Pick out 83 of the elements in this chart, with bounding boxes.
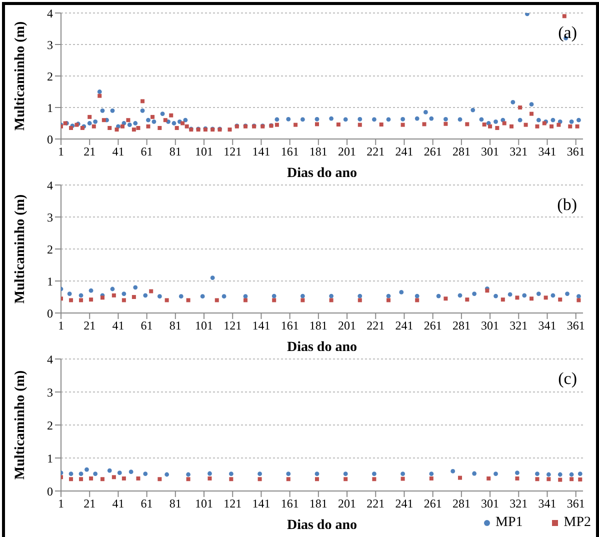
x-tick-label: 121 bbox=[224, 496, 242, 511]
legend-label: MP1 bbox=[496, 515, 523, 531]
x-tick-label: 221 bbox=[366, 144, 385, 159]
x-tick-label: 181 bbox=[309, 496, 328, 511]
x-tick-label: 201 bbox=[338, 496, 356, 511]
y-tick-label: 4 bbox=[47, 178, 53, 192]
x-tick-label: 301 bbox=[481, 318, 500, 333]
y-tick-label: 2 bbox=[47, 69, 53, 84]
y-tick-label: 1 bbox=[47, 100, 53, 115]
y-tick-label: 2 bbox=[47, 418, 53, 432]
x-tick-label: 161 bbox=[280, 144, 299, 159]
x-tick-label: 161 bbox=[280, 496, 299, 511]
annotation: (c) bbox=[558, 369, 577, 389]
x-tick-label: 241 bbox=[395, 496, 414, 511]
y-tick-label: 4 bbox=[47, 352, 53, 366]
x-tick-label: 361 bbox=[566, 496, 585, 511]
x-tick-label: 281 bbox=[452, 144, 470, 159]
legend-label: MP2 bbox=[564, 515, 591, 531]
x-tick-label: 181 bbox=[309, 144, 328, 159]
y-tick-label: 1 bbox=[47, 274, 53, 288]
x-tick-label: 141 bbox=[252, 144, 270, 159]
x-tick-label: 341 bbox=[538, 318, 556, 333]
x-tick-label: 41 bbox=[112, 496, 124, 511]
x-tick-label: 121 bbox=[224, 318, 242, 333]
x-tick-label: 101 bbox=[195, 144, 214, 159]
x-tick-label: 101 bbox=[195, 318, 214, 333]
y-tick-label: 3 bbox=[47, 385, 53, 400]
x-tick-label: 361 bbox=[566, 144, 585, 159]
x-tick-label: 1 bbox=[58, 318, 64, 333]
x-tick-label: 261 bbox=[424, 496, 442, 511]
x-tick-label: 321 bbox=[510, 144, 528, 159]
x-tick-label: 301 bbox=[481, 496, 500, 511]
x-tick-label: 1 bbox=[58, 144, 64, 159]
x-tick-label: 361 bbox=[566, 318, 585, 333]
x-tick-label: 281 bbox=[452, 318, 470, 333]
x-tick-label: 41 bbox=[112, 144, 124, 159]
x-tick-label: 1 bbox=[58, 496, 64, 511]
x-axis-title: Dias do ano bbox=[286, 518, 358, 533]
x-tick-label: 21 bbox=[84, 318, 96, 333]
x-tick-label: 161 bbox=[280, 318, 299, 333]
y-tick-label: 3 bbox=[47, 38, 53, 52]
x-tick-label: 201 bbox=[338, 144, 356, 159]
x-tick-label: 61 bbox=[140, 144, 153, 159]
x-tick-label: 261 bbox=[424, 318, 442, 333]
x-tick-label: 301 bbox=[481, 144, 500, 159]
y-tick-label: 2 bbox=[47, 242, 53, 256]
x-tick-label: 21 bbox=[84, 496, 96, 511]
x-tick-label: 61 bbox=[140, 496, 153, 511]
x-axis-title: Dias do ano bbox=[286, 340, 358, 355]
x-tick-label: 341 bbox=[538, 144, 556, 159]
y-tick-label: 0 bbox=[47, 484, 53, 498]
x-tick-label: 81 bbox=[169, 144, 182, 159]
x-tick-label: 341 bbox=[538, 496, 556, 511]
x-tick-label: 241 bbox=[395, 144, 414, 159]
x-tick-label: 261 bbox=[424, 144, 442, 159]
x-axis-title: Dias do ano bbox=[286, 166, 358, 181]
x-tick-label: 281 bbox=[452, 496, 470, 511]
x-tick-label: 101 bbox=[195, 496, 214, 511]
annotation: (a) bbox=[558, 23, 577, 43]
x-tick-label: 61 bbox=[140, 318, 153, 333]
x-tick-label: 321 bbox=[510, 496, 528, 511]
y-axis-title: Multicaminho (m) bbox=[12, 194, 28, 304]
y-tick-label: 3 bbox=[47, 210, 53, 224]
x-tick-label: 21 bbox=[84, 144, 96, 159]
x-tick-label: 141 bbox=[252, 318, 270, 333]
x-tick-label: 121 bbox=[224, 144, 242, 159]
x-tick-label: 321 bbox=[510, 318, 528, 333]
y-axis-title: Multicaminho (m) bbox=[12, 21, 28, 131]
x-tick-label: 81 bbox=[169, 496, 182, 511]
x-tick-label: 201 bbox=[338, 318, 356, 333]
x-tick-label: 221 bbox=[366, 496, 385, 511]
y-tick-label: 0 bbox=[47, 132, 53, 146]
annotation: (b) bbox=[557, 195, 577, 215]
y-tick-label: 1 bbox=[47, 451, 53, 466]
x-tick-label: 241 bbox=[395, 318, 414, 333]
x-tick-label: 141 bbox=[252, 496, 270, 511]
x-tick-label: 181 bbox=[309, 318, 328, 333]
x-tick-label: 41 bbox=[112, 318, 124, 333]
y-tick-label: 0 bbox=[47, 306, 53, 320]
y-tick-label: 4 bbox=[47, 6, 53, 20]
x-tick-label: 221 bbox=[366, 318, 385, 333]
x-tick-label: 81 bbox=[169, 318, 182, 333]
y-axis-title: Multicaminho (m) bbox=[12, 370, 28, 480]
